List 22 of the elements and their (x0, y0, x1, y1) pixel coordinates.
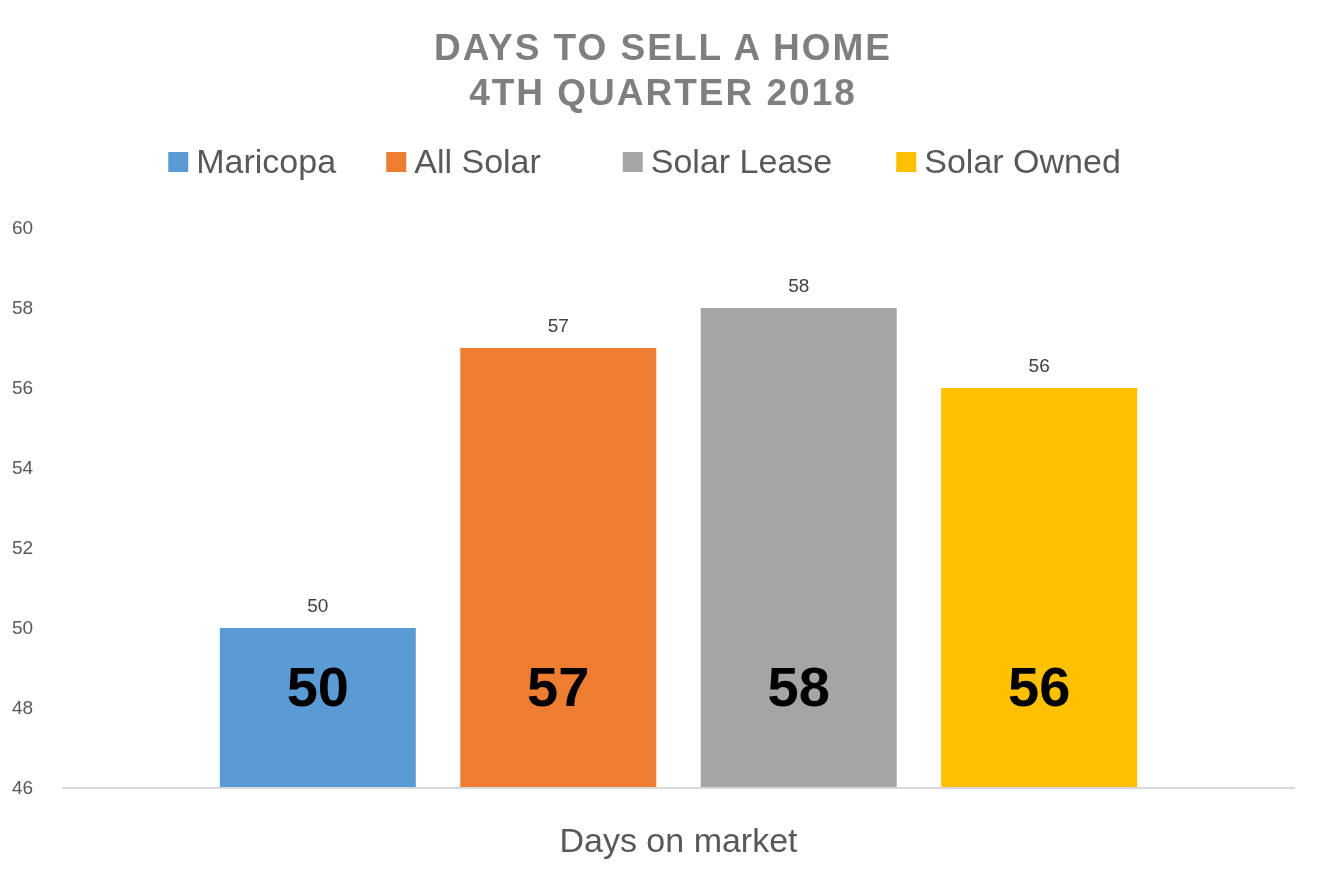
y-tick-label: 46 (12, 777, 34, 798)
legend-label: Solar Lease (650, 142, 833, 180)
y-tick-label: 52 (12, 537, 34, 558)
annotation: 58 (767, 655, 830, 718)
y-tick-label: 58 (12, 297, 34, 318)
annotation: 57 (527, 655, 590, 718)
y-tick-label: 48 (12, 697, 34, 718)
annotation: 56 (1008, 655, 1071, 718)
annotation: 50 (307, 595, 329, 616)
x-tick-label: Days on market (559, 821, 799, 859)
y-tick-label: 50 (12, 617, 34, 638)
data-label: 58 (788, 275, 810, 296)
y-tick-label: 56 (12, 377, 34, 398)
legend-label: Solar Owned (924, 142, 1121, 180)
legend-label: Maricopa (196, 142, 337, 180)
chart-title: DAYS TO SELL A HOME 4TH QUARTER 2018 (433, 27, 893, 113)
data-label: 57 (547, 315, 569, 336)
y-tick-label: 60 (12, 217, 34, 238)
data-label: 56 (1028, 355, 1050, 376)
legend-label: All Solar (414, 142, 541, 180)
data-label: 50 (286, 655, 349, 718)
y-tick-label: 54 (12, 457, 34, 478)
